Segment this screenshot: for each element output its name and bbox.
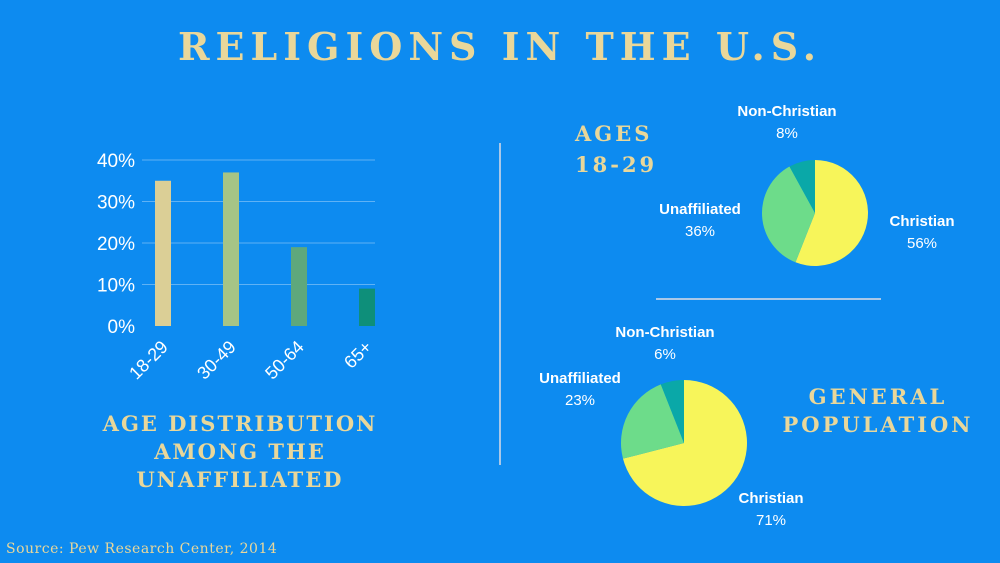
pie-slice-christian: [622, 380, 747, 506]
pie-slice-unaffiliated: [762, 166, 815, 263]
pie-slice-christian: [795, 160, 868, 266]
vertical-divider: [499, 143, 501, 465]
pie-label-unaffiliated: Unaffiliated 36%: [640, 199, 760, 243]
pie-title-line: AGES: [575, 121, 653, 146]
bar-chart-title-line: UNAFFILIATED: [136, 467, 344, 492]
source-note: Source: Pew Research Center, 2014: [6, 541, 278, 557]
pie-label-percent: 6%: [654, 346, 676, 363]
pie-label-category: Unaffiliated: [659, 201, 741, 218]
y-tick-label: 30%: [97, 193, 135, 214]
pie-chart-ages-18-29: [762, 160, 868, 266]
bar-30-49: [223, 172, 239, 326]
pie-label-percent: 36%: [684, 223, 716, 240]
pie-label-percent: 71%: [755, 512, 787, 529]
pie-label-category: Non-Christian: [737, 103, 837, 120]
pie-label-non-christian: Non-Christian 8%: [727, 101, 847, 145]
pie-slice-unaffiliated: [621, 384, 684, 459]
y-tick-label: 20%: [97, 234, 135, 255]
pie-chart-title-ages-18-29: AGES 18-29: [575, 118, 657, 180]
bar-18-29: [155, 180, 171, 326]
x-tick-label: 30-49: [193, 337, 240, 384]
pie-title-line: 18-29: [575, 152, 658, 177]
x-tick-label: 65+: [340, 337, 376, 373]
pie-label-category: Non-Christian: [615, 324, 715, 341]
pie-chart-general-population: [621, 380, 747, 506]
y-tick-label: 0%: [108, 317, 136, 338]
horizontal-divider: [656, 298, 881, 300]
pie-label-percent: 23%: [564, 392, 596, 409]
pie-label-percent: 56%: [906, 235, 938, 252]
pie-label-christian: Christian 71%: [721, 488, 821, 532]
bar-chart: 0% 10% 20% 30% 40% 18-29 30-49 50-64 65+: [97, 151, 376, 384]
pie-label-non-christian: Non-Christian 6%: [605, 322, 725, 366]
page-title: RELIGIONS IN THE U.S.: [177, 24, 823, 69]
y-tick-label: 10%: [97, 276, 135, 297]
pie-label-category: Unaffiliated: [539, 370, 621, 387]
pie-label-category: Christian: [889, 213, 955, 230]
x-tick-label: 50-64: [261, 337, 308, 384]
pie-slice-non-christian: [789, 160, 815, 213]
x-tick-label: 18-29: [125, 337, 172, 384]
pie-label-category: Christian: [738, 490, 804, 507]
bar-chart-title: AGE DISTRIBUTION AMONG THE UNAFFILIATED: [90, 410, 390, 494]
bar-65+: [359, 288, 375, 326]
pie-label-percent: 8%: [776, 125, 798, 142]
pie-label-christian: Christian 56%: [872, 211, 972, 255]
bar-50-64: [291, 247, 307, 326]
pie-title-line: GENERAL: [808, 384, 948, 409]
y-tick-label: 40%: [97, 151, 135, 172]
pie-title-line: POPULATION: [782, 412, 974, 437]
bar-chart-title-line: AMONG THE: [154, 439, 326, 464]
bar-chart-title-line: AGE DISTRIBUTION: [102, 411, 378, 436]
pie-slice-non-christian: [660, 380, 684, 443]
pie-chart-title-general-population: GENERAL POPULATION: [780, 383, 976, 439]
pie-label-unaffiliated: Unaffiliated 23%: [520, 368, 640, 412]
